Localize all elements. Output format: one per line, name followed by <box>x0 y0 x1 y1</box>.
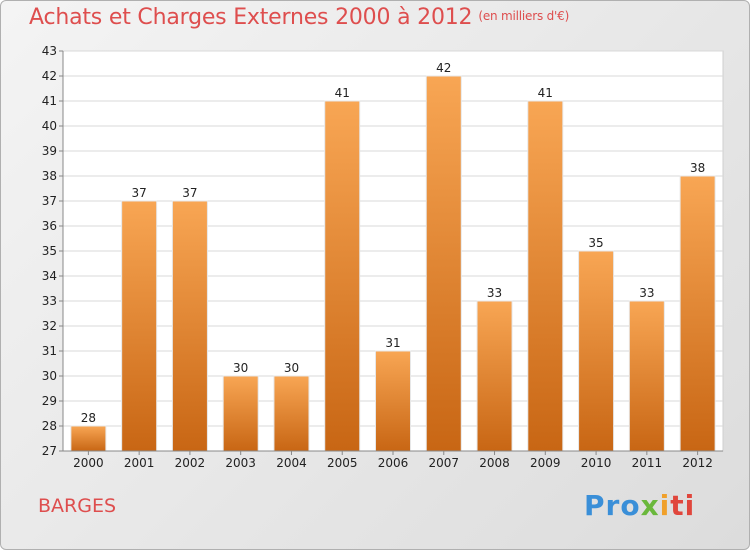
logo-part-1: Pro <box>584 489 641 522</box>
x-tick-label-2000: 2000 <box>73 456 104 470</box>
x-tick-label-2008: 2008 <box>479 456 510 470</box>
y-tick-label: 28 <box>42 419 57 433</box>
y-tick-label: 36 <box>42 219 57 233</box>
x-tick-label-2007: 2007 <box>428 456 459 470</box>
bar-2000 <box>70 425 107 452</box>
data-label-2010: 35 <box>588 236 603 250</box>
data-label-2007: 42 <box>436 61 451 75</box>
data-label-2001: 37 <box>132 186 147 200</box>
bar-2011 <box>628 300 665 452</box>
data-label-2008: 33 <box>487 286 502 300</box>
logo-part-2: x <box>640 489 660 522</box>
logo-part-3: i <box>659 489 671 522</box>
bar-2005 <box>324 100 361 452</box>
x-tick-label-2011: 2011 <box>632 456 663 470</box>
bar-2001 <box>121 200 158 452</box>
bar-2008 <box>476 300 513 452</box>
data-label-2009: 41 <box>538 86 553 100</box>
proxiti-logo: Proxiti <box>584 489 695 522</box>
logo-part-4: ti <box>670 489 696 522</box>
bar-2003 <box>222 375 259 452</box>
data-label-2000: 28 <box>81 411 96 425</box>
y-tick-label: 42 <box>42 69 57 83</box>
y-tick-label: 40 <box>42 119 57 133</box>
y-tick-label: 33 <box>42 294 57 308</box>
data-label-2002: 37 <box>182 186 197 200</box>
bar-2004 <box>273 375 310 452</box>
y-tick-label: 35 <box>42 244 57 258</box>
data-label-2003: 30 <box>233 361 248 375</box>
x-tick-label-2001: 2001 <box>124 456 155 470</box>
x-tick-label-2006: 2006 <box>378 456 409 470</box>
data-label-2004: 30 <box>284 361 299 375</box>
x-tick-label-2012: 2012 <box>682 456 713 470</box>
y-tick-label: 27 <box>42 444 57 458</box>
y-tick-label: 39 <box>42 144 57 158</box>
y-tick-label: 32 <box>42 319 57 333</box>
bar-2012 <box>679 175 716 452</box>
y-tick-label: 34 <box>42 269 57 283</box>
data-label-2005: 41 <box>335 86 350 100</box>
chart-title: Achats et Charges Externes 2000 à 2012 (e… <box>29 5 569 30</box>
x-tick-label-2003: 2003 <box>225 456 256 470</box>
x-tick-label-2004: 2004 <box>276 456 307 470</box>
x-tick-label-2009: 2009 <box>530 456 561 470</box>
y-tick-label: 37 <box>42 194 57 208</box>
x-tick-label-2002: 2002 <box>175 456 206 470</box>
y-tick-label: 41 <box>42 94 57 108</box>
y-tick-label: 43 <box>42 44 57 58</box>
y-tick-label: 38 <box>42 169 57 183</box>
bar-2007 <box>425 75 462 452</box>
chart-subtitle: (en milliers d'€) <box>478 9 570 23</box>
bar-2009 <box>527 100 564 452</box>
data-label-2006: 31 <box>385 336 400 350</box>
bar-2010 <box>578 250 615 452</box>
y-tick-label: 29 <box>42 394 57 408</box>
x-tick-label-2005: 2005 <box>327 456 358 470</box>
x-tick-label-2010: 2010 <box>581 456 612 470</box>
data-label-2012: 38 <box>690 161 705 175</box>
chart-title-text: Achats et Charges Externes 2000 à 2012 <box>29 5 473 30</box>
y-tick-label: 30 <box>42 369 57 383</box>
data-label-2011: 33 <box>639 286 654 300</box>
bar-2006 <box>375 350 411 452</box>
y-tick-label: 31 <box>42 344 57 358</box>
commune-name: BARGES <box>38 495 117 517</box>
bar-2002 <box>171 200 208 452</box>
